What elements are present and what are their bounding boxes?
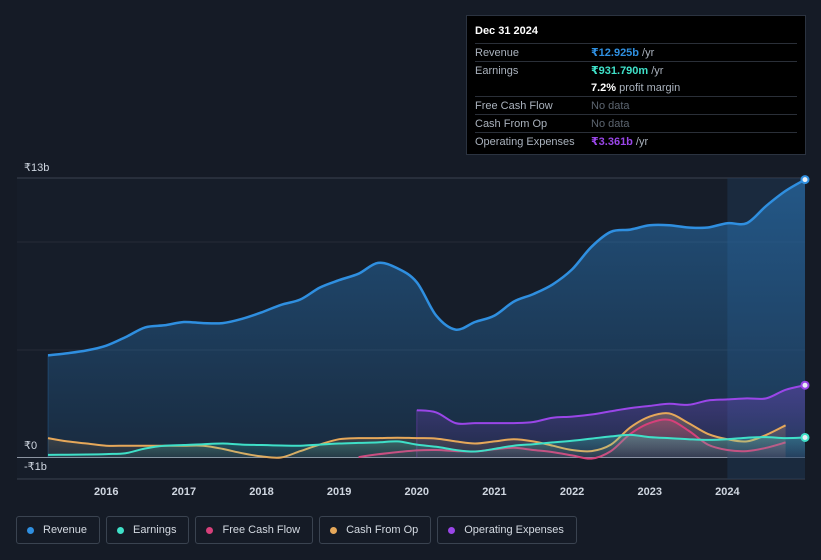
y-tick-label: ₹13b <box>24 162 49 174</box>
tooltip-earnings-value: ₹931.790m <box>591 65 649 77</box>
tooltip-row-fcf: Free Cash Flow No data <box>475 96 797 114</box>
legend-label-revenue: Revenue <box>43 524 88 536</box>
series-endpoints <box>800 175 810 442</box>
earnings-dot-icon <box>117 526 125 534</box>
tooltip-fcf-value: No data <box>591 99 630 112</box>
opex-dot-icon <box>448 526 456 534</box>
legend-label-cfo: Cash From Op <box>346 524 419 536</box>
endpoint-earnings <box>800 432 810 442</box>
tooltip-earnings-unit: /yr <box>651 64 664 77</box>
legend-label-opex: Operating Expenses <box>464 524 564 536</box>
x-tick-label: 2021 <box>482 486 506 498</box>
tooltip-cfo-value: No data <box>591 117 630 130</box>
x-tick-label: 2019 <box>327 486 351 498</box>
tooltip-row-margin: 7.2% profit margin <box>475 79 797 96</box>
revenue-dot-icon <box>27 526 34 534</box>
tooltip-row-earnings: Earnings ₹931.790m /yr <box>475 61 797 79</box>
tooltip-opex-unit: /yr <box>635 135 649 148</box>
x-tick-label: 2017 <box>172 486 196 498</box>
tooltip-margin-value: 7.2% <box>591 81 617 94</box>
legend-item-fcf[interactable]: Free Cash Flow <box>195 516 314 544</box>
x-tick-label: 2023 <box>637 486 661 498</box>
chart-legend: Revenue Earnings Free Cash Flow Cash Fro… <box>16 516 577 544</box>
x-tick-label: 2022 <box>560 486 584 498</box>
x-axis-ticks: 2016 2017 2018 2019 2020 2021 2022 2023 2024 <box>94 486 740 498</box>
series-layer <box>47 178 806 460</box>
legend-item-revenue[interactable]: Revenue <box>16 516 101 544</box>
tooltip-opex-label: Operating Expenses <box>475 135 575 148</box>
x-tick-label: 2020 <box>405 486 429 498</box>
series-line-revenue <box>47 178 806 357</box>
legend-item-earnings[interactable]: Earnings <box>106 516 190 544</box>
tooltip-revenue-value: ₹12.925b <box>591 47 640 59</box>
tooltip-row-revenue: Revenue ₹12.925b /yr <box>475 43 797 61</box>
tooltip-row-cfo: Cash From Op No data <box>475 114 797 132</box>
tooltip-revenue-label: Revenue <box>475 46 520 59</box>
tooltip-fcf-label: Free Cash Flow <box>475 99 553 112</box>
tooltip-earnings-label: Earnings <box>475 64 519 77</box>
data-tooltip: Dec 31 2024 Revenue ₹12.925b /yr Earning… <box>466 15 806 155</box>
series-line-earnings <box>47 433 806 456</box>
legend-label-fcf: Free Cash Flow <box>222 524 301 536</box>
y-tick-label: ₹0 <box>24 440 37 452</box>
x-tick-label: 2016 <box>94 486 118 498</box>
tooltip-margin-label: profit margin <box>619 81 681 94</box>
endpoint-revenue <box>800 175 810 185</box>
tooltip-row-opex: Operating Expenses ₹3.361b /yr <box>475 132 797 150</box>
cfo-dot-icon <box>330 526 338 534</box>
tooltip-cfo-label: Cash From Op <box>475 117 548 130</box>
x-tick-label: 2018 <box>249 486 273 498</box>
y-tick-label: -₹1b <box>24 461 47 473</box>
endpoint-opex <box>800 380 810 390</box>
legend-label-earnings: Earnings <box>133 524 177 536</box>
tooltip-opex-value: ₹3.361b <box>591 136 633 148</box>
series-area-revenue <box>48 179 805 458</box>
x-tick-label: 2024 <box>715 486 740 498</box>
series-line-opex <box>416 384 806 425</box>
y-axis-ticks: ₹13b ₹0 -₹1b <box>24 162 49 473</box>
legend-item-cfo[interactable]: Cash From Op <box>319 516 432 544</box>
tooltip-revenue-unit: /yr <box>642 46 655 59</box>
chart-area: ₹13b₹0-₹1b 2016 2017 2018 2019 2020 2021 2022 2… <box>17 162 810 498</box>
tooltip-date: Dec 31 2024 <box>475 25 538 37</box>
fcf-dot-icon <box>206 526 214 534</box>
legend-item-opex[interactable]: Operating Expenses <box>437 516 577 544</box>
